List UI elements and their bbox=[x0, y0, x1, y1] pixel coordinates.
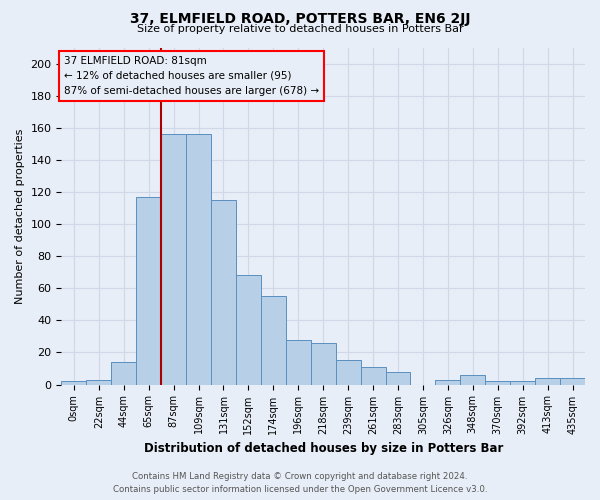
Bar bbox=[236, 276, 261, 384]
Bar bbox=[510, 382, 535, 384]
Text: Size of property relative to detached houses in Potters Bar: Size of property relative to detached ho… bbox=[137, 24, 463, 34]
Bar bbox=[111, 362, 136, 384]
Bar bbox=[161, 134, 186, 384]
Bar bbox=[560, 378, 585, 384]
Text: 37, ELMFIELD ROAD, POTTERS BAR, EN6 2JJ: 37, ELMFIELD ROAD, POTTERS BAR, EN6 2JJ bbox=[130, 12, 470, 26]
Bar bbox=[436, 380, 460, 384]
Bar bbox=[186, 134, 211, 384]
Text: 37 ELMFIELD ROAD: 81sqm
← 12% of detached houses are smaller (95)
87% of semi-de: 37 ELMFIELD ROAD: 81sqm ← 12% of detache… bbox=[64, 56, 319, 96]
Text: Contains HM Land Registry data © Crown copyright and database right 2024.
Contai: Contains HM Land Registry data © Crown c… bbox=[113, 472, 487, 494]
Bar bbox=[386, 372, 410, 384]
Y-axis label: Number of detached properties: Number of detached properties bbox=[15, 128, 25, 304]
Bar bbox=[86, 380, 111, 384]
Bar bbox=[535, 378, 560, 384]
Bar bbox=[311, 343, 335, 384]
Bar bbox=[136, 197, 161, 384]
Bar bbox=[211, 200, 236, 384]
Bar bbox=[335, 360, 361, 384]
Bar bbox=[485, 382, 510, 384]
Bar bbox=[286, 340, 311, 384]
X-axis label: Distribution of detached houses by size in Potters Bar: Distribution of detached houses by size … bbox=[143, 442, 503, 455]
Bar bbox=[61, 382, 86, 384]
Bar bbox=[361, 367, 386, 384]
Bar bbox=[460, 375, 485, 384]
Bar bbox=[261, 296, 286, 384]
